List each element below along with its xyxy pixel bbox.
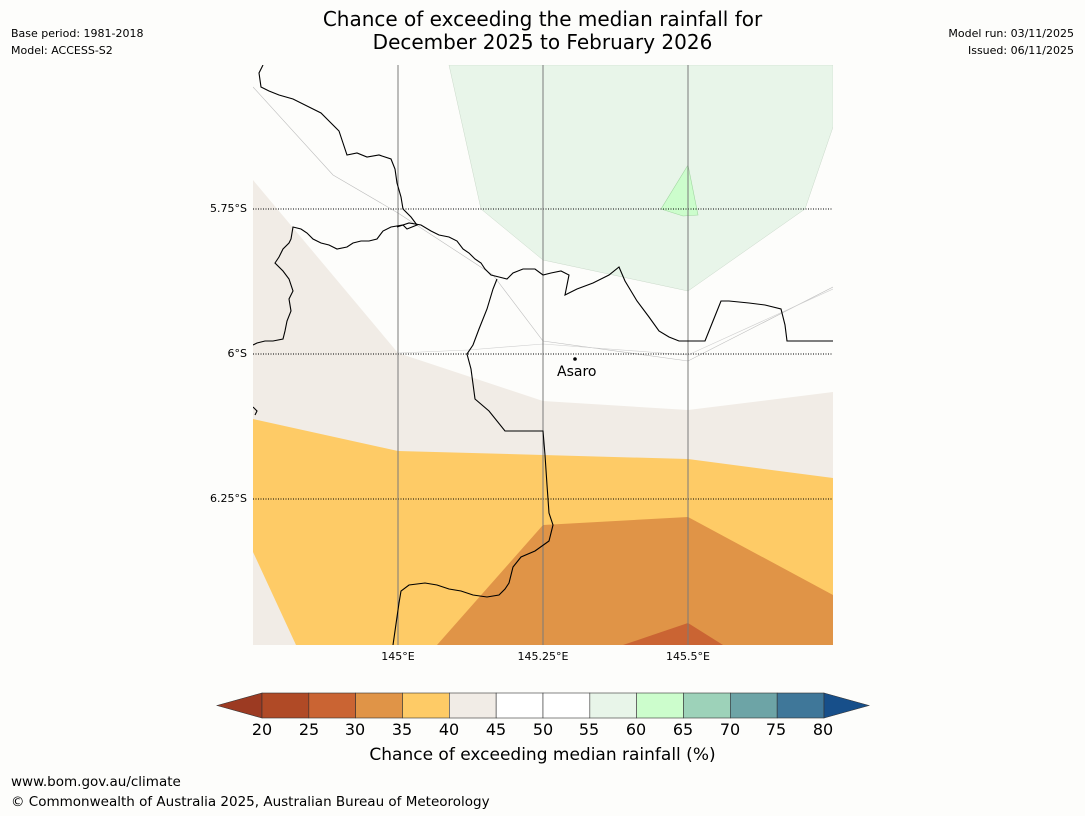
colorbar-bin-60-65: [636, 692, 684, 719]
colorbar-tick-55: 55: [578, 720, 600, 739]
meta-right: Model run: 03/11/2025 Issued: 06/11/2025: [948, 25, 1074, 59]
colorbar-bin-gt80: [823, 692, 871, 719]
title-line-2: December 2025 to February 2026: [372, 30, 713, 54]
colorbar-bin-65-70: [683, 692, 731, 719]
colorbar-bin-30-35: [355, 692, 403, 719]
colorbar-bin-20-25: [261, 692, 310, 719]
colorbar-tick-80: 80: [812, 720, 834, 739]
region-60-65: [660, 164, 699, 217]
title-line-1: Chance of exceeding the median rainfall …: [322, 7, 763, 31]
meta-left: Base period: 1981-2018 Model: ACCESS-S2: [11, 25, 143, 59]
region-55-60: [448, 65, 833, 292]
base-period-text: Base period: 1981-2018: [11, 27, 144, 40]
region-25-30: [623, 623, 723, 645]
footer-copyright: © Commonwealth of Australia 2025, Austra…: [11, 794, 490, 810]
colorbar-bin-25-30: [308, 692, 356, 719]
model-run-text: Model run: 03/11/2025: [948, 27, 1074, 40]
colorbar-tick-65: 65: [672, 720, 694, 739]
colorbar-tick-60: 60: [625, 720, 647, 739]
town-marker-asaro: [573, 357, 577, 361]
colorbar-bin-55-60: [589, 692, 637, 719]
colorbar-title: Chance of exceeding median rainfall (%): [369, 745, 716, 765]
lat-label-6-25: 6.25°S: [210, 492, 247, 505]
colorbar-tick-50: 50: [532, 720, 554, 739]
lon-label-145-25: 145.25°E: [517, 650, 569, 663]
colorbar-bin-50-55: [542, 692, 591, 719]
colorbar-tick-20: 20: [251, 720, 273, 739]
colorbar-bin-70-75: [730, 692, 778, 719]
colorbar-tick-75: 75: [765, 720, 787, 739]
model-text: Model: ACCESS-S2: [11, 44, 113, 57]
province-boundary: [392, 278, 554, 645]
province-boundary: [253, 406, 258, 416]
colorbar-bin-35-40: [402, 692, 450, 719]
colorbar-svg: [215, 692, 871, 719]
lon-label-145-5: 145.5°E: [666, 650, 710, 663]
map-svg: [253, 65, 833, 645]
colorbar-bin-45-50: [495, 692, 544, 719]
colorbar-tick-25: 25: [298, 720, 320, 739]
colorbar-tick-40: 40: [438, 720, 460, 739]
map-title: Chance of exceeding the median rainfall …: [0, 8, 1085, 54]
colorbar-bin-lt20: [215, 692, 263, 719]
colorbar-tick-35: 35: [391, 720, 413, 739]
lat-label-5-75: 5.75°S: [210, 202, 247, 215]
map-panel[interactable]: [253, 65, 833, 645]
province-boundary: [396, 222, 833, 342]
issued-text: Issued: 06/11/2025: [967, 44, 1074, 57]
town-label-asaro: Asaro: [557, 364, 597, 380]
colorbar-bin-40-45: [449, 692, 497, 719]
footer-url: www.bom.gov.au/climate: [11, 774, 181, 790]
colorbar-tick-30: 30: [344, 720, 366, 739]
lon-label-145: 145°E: [381, 650, 415, 663]
lat-label-6: 6°S: [227, 347, 247, 360]
colorbar-bin-75-80: [776, 692, 825, 719]
colorbar: [215, 692, 871, 719]
province-boundary: [253, 65, 418, 346]
region-30-35: [437, 517, 833, 645]
colorbar-tick-70: 70: [719, 720, 741, 739]
colorbar-tick-45: 45: [485, 720, 507, 739]
